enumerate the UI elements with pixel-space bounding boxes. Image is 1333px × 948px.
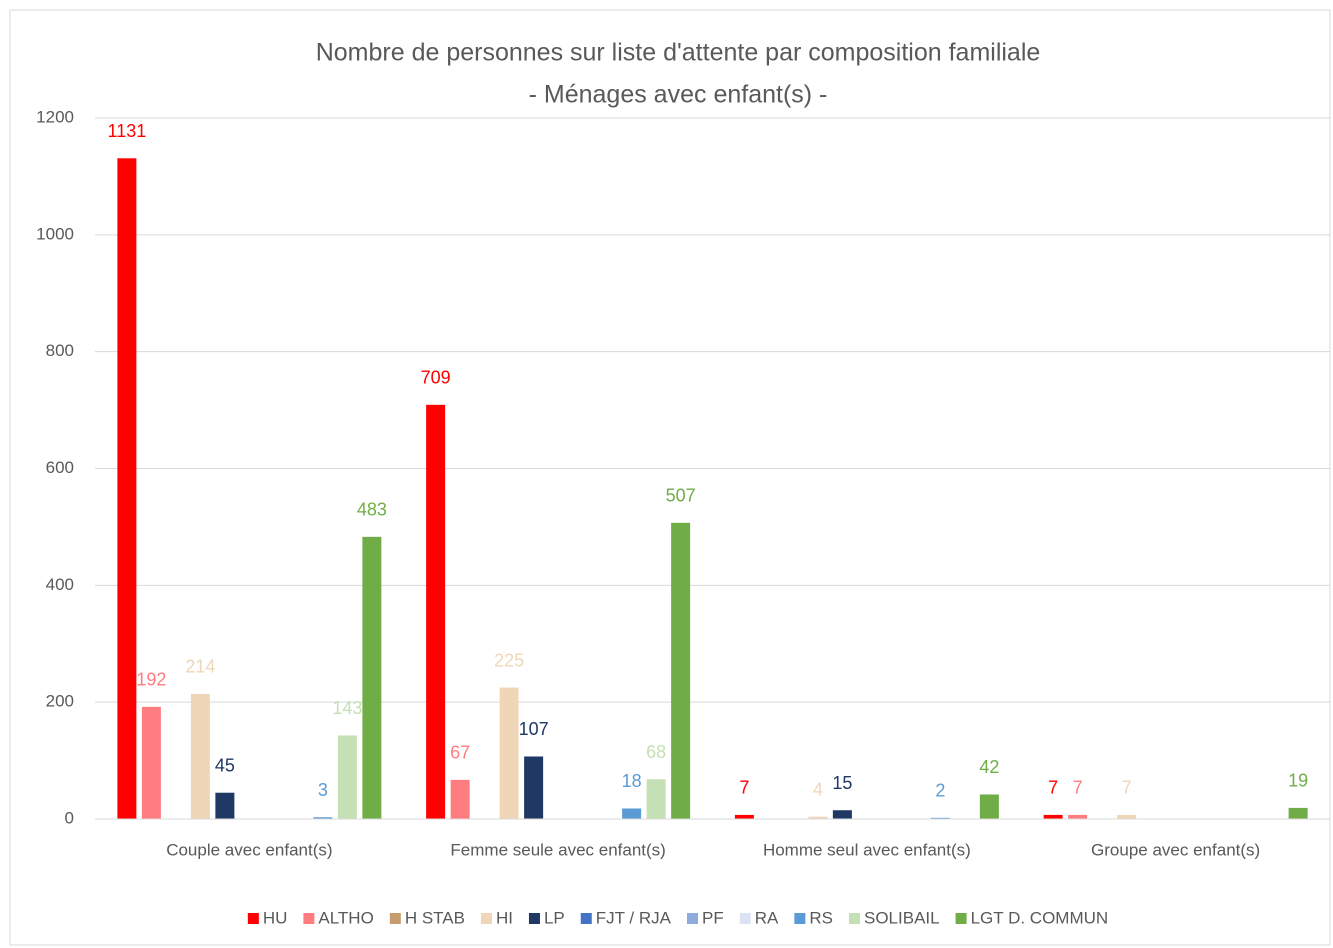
legend-label: HI [496, 908, 513, 927]
data-label: 7 [1122, 778, 1132, 798]
data-label: 45 [215, 755, 235, 775]
bar [979, 794, 999, 819]
bar [450, 779, 470, 819]
legend-swatch [303, 913, 315, 924]
y-tick-label: 600 [46, 458, 74, 477]
bar [671, 522, 691, 819]
data-label: 68 [646, 742, 666, 762]
legend-label: SOLIBAIL [864, 908, 940, 927]
legend-swatch [739, 913, 751, 924]
legend-label: PF [702, 908, 724, 927]
data-label: 18 [622, 771, 642, 791]
bar [808, 816, 828, 819]
data-label: 709 [421, 368, 451, 388]
bar [1288, 807, 1308, 819]
bar [313, 817, 333, 819]
legend-swatch [580, 913, 592, 924]
chart-subtitle: - Ménages avec enfant(s) - [529, 81, 828, 109]
x-tick-label: Femme seule avec enfant(s) [450, 840, 665, 859]
y-tick-label: 1000 [36, 224, 74, 243]
y-tick-label: 400 [46, 575, 74, 594]
data-label: 42 [979, 757, 999, 777]
data-label: 225 [494, 650, 524, 670]
x-tick-label: Groupe avec enfant(s) [1091, 840, 1260, 859]
bar [1068, 814, 1088, 819]
data-label: 7 [1073, 778, 1083, 798]
legend-swatch [955, 913, 967, 924]
legend-label: RA [755, 908, 779, 927]
data-label: 67 [450, 743, 470, 763]
data-label: 4 [813, 779, 823, 799]
bar [622, 808, 642, 819]
data-label: 107 [519, 719, 549, 739]
y-tick-label: 800 [46, 341, 74, 360]
data-label: 7 [1048, 778, 1058, 798]
bar [337, 735, 357, 819]
x-tick-label: Homme seul avec enfant(s) [763, 840, 971, 859]
legend-swatch [848, 913, 860, 924]
legend-swatch [687, 913, 698, 924]
legend-swatch [794, 913, 806, 924]
bar [215, 792, 235, 819]
bar [734, 814, 754, 819]
data-label: 214 [185, 657, 215, 677]
y-tick-label: 0 [65, 808, 74, 827]
bar [646, 779, 666, 819]
legend-label: ALTHO [318, 908, 373, 927]
bar [832, 810, 852, 819]
legend-label: RS [809, 908, 833, 927]
legend-swatch [528, 913, 540, 924]
y-tick-label: 200 [46, 692, 74, 711]
data-label: 507 [666, 486, 696, 506]
legend-label: H STAB [405, 908, 465, 927]
legend-label: FJT / RJA [596, 908, 672, 927]
data-label: 3 [318, 780, 328, 800]
legend-swatch [389, 913, 401, 924]
bar [141, 706, 161, 819]
x-tick-label: Couple avec enfant(s) [166, 840, 332, 859]
data-label: 192 [136, 670, 166, 690]
bar [190, 693, 210, 819]
y-tick-label: 1200 [36, 107, 74, 126]
bar [930, 817, 950, 819]
data-label: 2 [935, 781, 945, 801]
legend-label: HU [263, 908, 288, 927]
bar [499, 687, 519, 819]
chart-frame [9, 9, 1331, 946]
bar [1117, 814, 1137, 819]
legend-label: LGT D. COMMUN [971, 908, 1109, 927]
legend-label: LP [544, 908, 565, 927]
bar [1043, 814, 1063, 819]
data-label: 143 [332, 698, 362, 718]
bar [524, 756, 544, 819]
bar [426, 404, 446, 819]
bar [362, 536, 382, 819]
data-label: 19 [1288, 771, 1308, 791]
data-label: 1131 [108, 121, 147, 141]
data-label: 483 [357, 500, 387, 520]
legend-swatch [247, 913, 259, 924]
legend-swatch [480, 913, 492, 924]
bar [117, 158, 137, 819]
data-label: 7 [739, 778, 749, 798]
chart-title: Nombre de personnes sur liste d'attente … [316, 39, 1041, 67]
data-label: 15 [832, 773, 852, 793]
